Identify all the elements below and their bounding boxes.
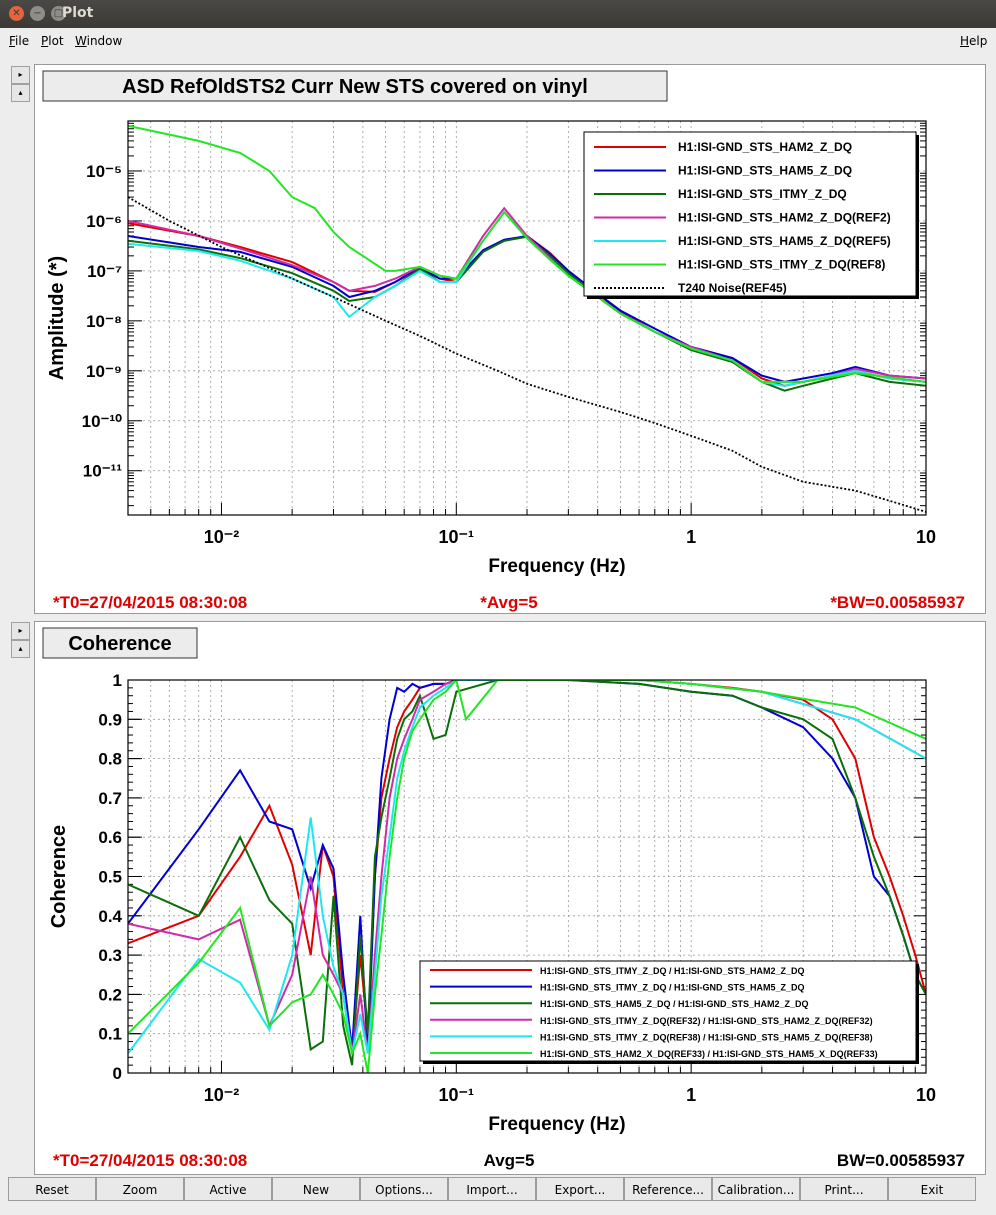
zoom-button[interactable]: Zoom [96, 1177, 184, 1201]
window-title: Plot [62, 5, 94, 21]
y-tick-label: 0.6 [98, 828, 122, 847]
menu-help[interactable]: Help [960, 34, 988, 48]
import-button[interactable]: Import... [448, 1177, 536, 1201]
asd-chart: ASD RefOldSTS2 Curr New STS covered on v… [42, 70, 965, 612]
print-button[interactable]: Print... [800, 1177, 888, 1201]
legend-entry-2: H1:ISI-GND_STS_ITMY_Z_DQ [678, 187, 847, 201]
series-line-1 [128, 234, 926, 383]
legend-entry-3: H1:ISI-GND_STS_ITMY_Z_DQ(REF32) / H1:ISI… [540, 1016, 873, 1026]
active-button[interactable]: Active [184, 1177, 272, 1201]
export-button[interactable]: Export... [536, 1177, 624, 1201]
series-line-5 [128, 680, 926, 1073]
y-axis-label: Amplitude (*) [46, 256, 68, 380]
y-tick-label: 10⁻⁹ [86, 362, 122, 381]
legend-entry-5: H1:ISI-GND_STS_HAM2_X_DQ(REF33) / H1:ISI… [540, 1049, 878, 1059]
pad2-collapse-button[interactable]: ▴ [11, 640, 30, 658]
y-tick-label: 10⁻⁸ [86, 312, 122, 331]
status-t0: *T0=27/04/2015 08:30:08 [53, 1151, 247, 1170]
x-axis-label: Frequency (Hz) [488, 1114, 625, 1135]
menu-file[interactable]: File [9, 34, 30, 48]
series-line-0 [128, 680, 926, 1054]
x-tick-label: 1 [686, 1085, 696, 1105]
status-t0: *T0=27/04/2015 08:30:08 [53, 593, 247, 612]
calibration-button[interactable]: Calibration... [712, 1177, 800, 1201]
y-axis-label: Coherence [48, 825, 70, 928]
y-tick-label: 1 [113, 671, 122, 690]
chart-title: Coherence [68, 633, 171, 655]
series-line-3 [128, 680, 926, 1054]
chart-title-box [42, 627, 198, 659]
legend-entry-1: H1:ISI-GND_STS_HAM5_Z_DQ [678, 164, 852, 178]
legend-entry-3: H1:ISI-GND_STS_HAM2_Z_DQ(REF2) [678, 211, 891, 225]
y-tick-label: 0 [113, 1064, 122, 1083]
y-tick-label: 10⁻¹⁰ [82, 412, 123, 431]
status-bw: BW=0.00585937 [837, 1151, 965, 1170]
y-tick-label: 10⁻⁶ [86, 212, 122, 231]
reset-button[interactable]: Reset [8, 1177, 96, 1201]
y-tick-label: 0.8 [98, 750, 122, 769]
plot-frame [127, 679, 927, 1074]
pad2-expand-button[interactable]: ▸ [11, 622, 30, 640]
series-line-4 [128, 680, 926, 1054]
y-tick-label: 0.2 [98, 985, 122, 1004]
menubar: File Plot Window Help [0, 28, 996, 54]
status-avg: *Avg=5 [480, 593, 537, 612]
legend-entry-0: H1:ISI-GND_STS_HAM2_Z_DQ [678, 140, 852, 154]
pad1-collapse-button[interactable]: ▴ [11, 84, 30, 102]
asd-plot-pad[interactable]: ASD RefOldSTS2 Curr New STS covered on v… [34, 64, 986, 614]
coherence-plot-pad[interactable]: Coherence 10⁻² 10⁻¹ 1 10 0 0.1 0.2 0.3 0.4 0.5 0.6 0… [34, 621, 986, 1175]
x-tick-label: 10⁻² [204, 1085, 240, 1105]
y-tick-label: 0.1 [98, 1025, 122, 1044]
options-button[interactable]: Options... [360, 1177, 448, 1201]
chart-title-box [42, 70, 668, 102]
legend-entry-0: H1:ISI-GND_STS_ITMY_Z_DQ / H1:ISI-GND_ST… [540, 966, 805, 976]
y-tick-label: 0.5 [98, 868, 122, 887]
y-tick-label: 0.4 [98, 907, 122, 926]
y-tick-label: 0.3 [98, 946, 122, 965]
menu-plot[interactable]: Plot [41, 34, 64, 48]
y-tick-label: 10⁻⁷ [87, 262, 122, 281]
new-button[interactable]: New [272, 1177, 360, 1201]
y-tick-label: 0.9 [98, 710, 122, 729]
pad1-expand-button[interactable]: ▸ [11, 66, 30, 84]
legend-box [583, 131, 917, 297]
reference-button[interactable]: Reference... [624, 1177, 712, 1201]
x-tick-label: 10⁻² [204, 527, 240, 547]
legend-entry-5: H1:ISI-GND_STS_ITMY_Z_DQ(REF8) [678, 258, 885, 272]
y-tick-label: 10⁻⁵ [86, 162, 122, 181]
x-tick-label: 10 [916, 527, 936, 547]
y-tick-label: 0.7 [98, 789, 122, 808]
legend-entry-2: H1:ISI-GND_STS_HAM5_Z_DQ / H1:ISI-GND_ST… [540, 999, 809, 1009]
minimize-window-button[interactable]: − [30, 6, 45, 21]
x-tick-label: 10⁻¹ [439, 1085, 475, 1105]
menu-window[interactable]: Window [75, 34, 123, 48]
exit-button[interactable]: Exit [888, 1177, 976, 1201]
close-window-button[interactable]: ✕ [9, 6, 24, 21]
legend-entry-4: H1:ISI-GND_STS_HAM5_Z_DQ(REF5) [678, 234, 891, 248]
series-line-2 [128, 680, 926, 1066]
y-tick-label: 10⁻¹¹ [83, 462, 123, 481]
status-avg: Avg=5 [484, 1151, 535, 1170]
bottom-toolbar: Reset Zoom Active New Options... Import.… [8, 1177, 978, 1203]
plot-frame [127, 120, 927, 516]
series-line-1 [128, 680, 926, 1054]
legend-box [419, 960, 917, 1062]
status-bw: *BW=0.00585937 [830, 593, 965, 612]
maximize-window-button[interactable]: □ [51, 6, 66, 21]
x-tick-label: 1 [686, 527, 696, 547]
legend-entry-6: T240 Noise(REF45) [678, 281, 787, 295]
legend-entry-1: H1:ISI-GND_STS_ITMY_Z_DQ / H1:ISI-GND_ST… [540, 983, 805, 993]
window-titlebar: ✕ − □ Plot [0, 0, 996, 28]
x-tick-label: 10⁻¹ [439, 527, 475, 547]
series-line-5 [128, 124, 926, 383]
x-tick-label: 10 [916, 1085, 936, 1105]
chart-title: ASD RefOldSTS2 Curr New STS covered on v… [122, 76, 588, 98]
x-axis-label: Frequency (Hz) [488, 556, 625, 577]
legend-entry-4: H1:ISI-GND_STS_ITMY_Z_DQ(REF38) / H1:ISI… [540, 1032, 873, 1042]
series-line-6 [128, 196, 926, 513]
coherence-chart: Coherence 10⁻² 10⁻¹ 1 10 0 0.1 0.2 0.3 0.4 0.5 0.6 0… [42, 627, 965, 1170]
